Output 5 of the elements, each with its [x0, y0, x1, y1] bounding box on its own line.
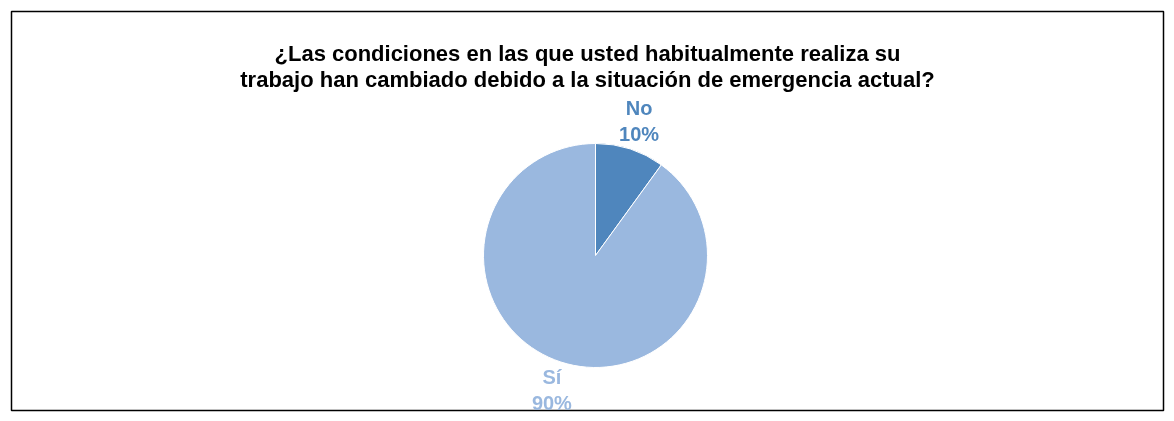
data-label: 90% [531, 391, 573, 414]
chart-title: ¿Las condiciones en las que usted habitualmente realiza su trabajo han cambiado debido a la situación de emergencia actual? [240, 40, 935, 92]
slice-label: No [625, 97, 653, 120]
slice-label: Sí [542, 365, 563, 388]
data-label: 10% [619, 123, 660, 146]
